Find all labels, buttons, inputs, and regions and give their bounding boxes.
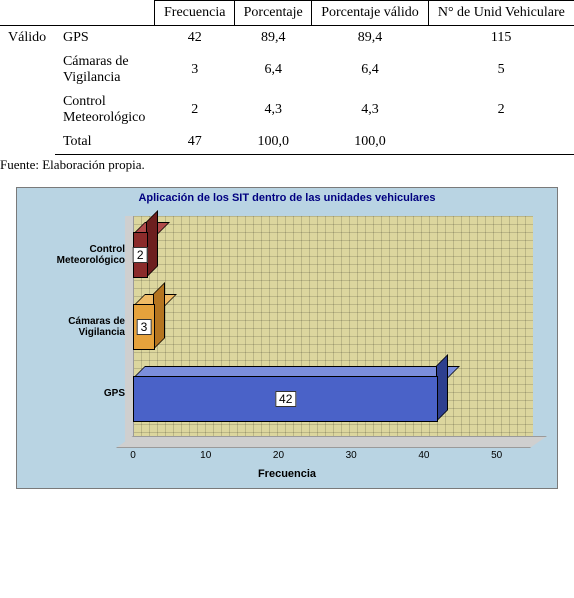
table-header-blank	[0, 1, 155, 26]
table-header-row: Frecuencia Porcentaje Porcentaje válido …	[0, 1, 574, 26]
chart-x-tick: 50	[491, 450, 502, 461]
table-row: Válido GPS 42 89,4 89,4 115	[0, 26, 574, 51]
table-row: Total 47 100,0 100,0	[0, 130, 574, 155]
chart-y-label: GPS	[15, 388, 125, 399]
cell: 89,4	[312, 26, 428, 51]
chart-x-axis: 0 10 20 30 40 50	[133, 450, 533, 466]
frequency-table: Frecuencia Porcentaje Porcentaje válido …	[0, 0, 574, 155]
col-porcentaje: Porcentaje	[235, 1, 312, 26]
chart-plot-area: 2 3 42	[133, 216, 533, 438]
cell: 2	[155, 90, 235, 130]
chart-x-tick: 10	[200, 450, 211, 461]
chart-x-tick: 0	[130, 450, 136, 461]
col-n-unidades: N° de Unid Vehiculare	[428, 1, 574, 26]
chart-bar: 42	[133, 376, 438, 422]
cell: 115	[428, 26, 574, 51]
bar-value-label: 3	[137, 319, 152, 335]
chart-3d-floor	[116, 436, 547, 448]
chart-title: Aplicación de los SIT dentro de las unid…	[17, 192, 557, 204]
cell: 4,3	[235, 90, 312, 130]
cell: 6,4	[312, 50, 428, 90]
row-label: Cámaras deVigilancia	[55, 50, 155, 90]
table-row: Cámaras deVigilancia 3 6,4 6,4 5	[0, 50, 574, 90]
cell: 100,0	[312, 130, 428, 155]
cell: 2	[428, 90, 574, 130]
chart-x-tick: 30	[346, 450, 357, 461]
cell: 3	[155, 50, 235, 90]
col-frecuencia: Frecuencia	[155, 1, 235, 26]
cell: 47	[155, 130, 235, 155]
bar-value-label: 42	[275, 391, 296, 407]
bar-value-label: 2	[133, 247, 148, 263]
chart-y-label: Cámaras deVigilancia	[15, 316, 125, 338]
chart-y-label: ControlMeteorológico	[15, 244, 125, 266]
table-row: ControlMeteorológico 2 4,3 4,3 2	[0, 90, 574, 130]
chart-x-tick: 40	[418, 450, 429, 461]
col-porcentaje-valido: Porcentaje válido	[312, 1, 428, 26]
cell: 6,4	[235, 50, 312, 90]
table-caption: Fuente: Elaboración propia.	[0, 157, 574, 173]
cell: 100,0	[235, 130, 312, 155]
chart-x-label: Frecuencia	[17, 468, 557, 480]
row-label: GPS	[55, 26, 155, 51]
row-label: ControlMeteorológico	[55, 90, 155, 130]
cell	[428, 130, 574, 155]
row-label: Total	[55, 130, 155, 155]
cell: 89,4	[235, 26, 312, 51]
cell: 4,3	[312, 90, 428, 130]
chart-x-tick: 20	[273, 450, 284, 461]
group-label: Válido	[0, 26, 55, 155]
chart-bar: 3	[133, 304, 155, 350]
cell: 42	[155, 26, 235, 51]
sit-bar-chart: Aplicación de los SIT dentro de las unid…	[16, 187, 558, 489]
cell: 5	[428, 50, 574, 90]
chart-bar: 2	[133, 232, 148, 278]
